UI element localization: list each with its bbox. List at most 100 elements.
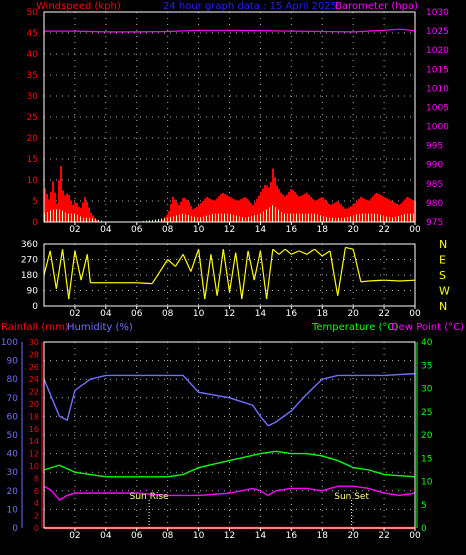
windspeed-bar — [304, 193, 306, 222]
wind-direction-trace — [197, 249, 206, 300]
windspeed-tick-label: 45 — [27, 29, 38, 39]
average-wind-bar — [332, 217, 333, 222]
windspeed-bar — [272, 168, 274, 222]
x-tick-label: 14 — [255, 225, 267, 235]
wind-direction-trace — [216, 249, 224, 296]
average-wind-bar — [287, 213, 288, 222]
windspeed-tick-label: 0 — [32, 218, 38, 228]
windspeed-bar — [274, 177, 276, 222]
average-wind-bar — [176, 215, 177, 222]
temperature-tick-label: 30 — [421, 385, 433, 395]
windspeed-bar — [190, 205, 192, 222]
average-wind-bar — [371, 213, 372, 222]
plot-frame — [43, 11, 416, 223]
sun-marker-label: Sun Rise — [130, 492, 169, 502]
windspeed-bar — [400, 203, 402, 222]
windspeed-bar — [362, 197, 364, 222]
compass-tick-label: E — [439, 254, 446, 267]
wind-barometer-panel: 0510152025303540455097598098599099510001… — [27, 8, 450, 235]
average-wind-bar — [230, 213, 231, 222]
average-wind-bar — [359, 213, 360, 222]
rainfall-tick-label: 6 — [34, 487, 39, 496]
windspeed-bar — [354, 203, 356, 222]
wind-direction-trace — [253, 250, 262, 281]
humidity-tick-label: 100 — [1, 338, 18, 348]
x-tick-label: 06 — [131, 309, 143, 319]
direction-tick-label: 360 — [21, 240, 38, 250]
barometer-tick-label: 980 — [426, 199, 443, 209]
windspeed-bar — [162, 219, 164, 222]
average-wind-bar — [242, 217, 243, 222]
windspeed-bar — [266, 185, 268, 222]
x-tick-label: 20 — [347, 531, 359, 541]
direction-tick-label: 180 — [21, 271, 38, 281]
average-wind-bar — [260, 213, 261, 222]
average-wind-bar — [257, 214, 258, 222]
average-wind-bar — [146, 220, 147, 222]
x-tick-label: 04 — [100, 531, 112, 541]
wind-direction-trace — [399, 279, 416, 282]
windspeed-bar — [348, 207, 350, 222]
barometer-tick-label: 990 — [426, 161, 443, 171]
average-wind-bar — [59, 209, 60, 222]
windspeed-bar — [252, 205, 254, 222]
windspeed-tick-label: 40 — [27, 50, 39, 60]
average-wind-bar — [323, 216, 324, 222]
rainfall-tick-label: 26 — [29, 363, 39, 372]
wind-direction-trace — [337, 247, 347, 296]
windspeed-bar — [72, 204, 74, 222]
wind-direction-trace — [284, 248, 292, 255]
windspeed-tick-label: 30 — [27, 92, 39, 102]
x-tick-label: 06 — [131, 531, 143, 541]
wind-direction-trace — [278, 248, 286, 255]
windspeed-bar — [312, 199, 314, 222]
windspeed-bar — [370, 198, 372, 222]
average-wind-bar — [311, 213, 312, 222]
humidity-tick-label: 60 — [7, 412, 19, 422]
x-tick-label: 00 — [409, 309, 421, 319]
x-tick-label: 16 — [286, 309, 298, 319]
compass-tick-label: N — [439, 300, 447, 313]
average-wind-bar — [83, 217, 84, 222]
rainfall-tick-label: 0 — [34, 524, 39, 533]
average-wind-bar — [101, 220, 102, 222]
windspeed-bar — [332, 203, 334, 222]
barometer-tick-label: 1025 — [426, 27, 449, 37]
average-wind-bar — [353, 215, 354, 222]
windspeed-bar — [54, 192, 56, 222]
temperature-tick-label: 35 — [421, 361, 432, 371]
windspeed-bar — [172, 196, 174, 222]
windspeed-bar — [378, 193, 380, 222]
wind-direction-trace — [159, 259, 169, 272]
x-tick-label: 12 — [224, 531, 235, 541]
average-wind-bar — [290, 213, 291, 222]
wind-direction-trace — [182, 254, 192, 272]
compass-tick-label: W — [439, 285, 450, 298]
windspeed-bar — [194, 208, 196, 222]
windspeed-bar — [410, 198, 412, 222]
compass-tick-label: S — [439, 269, 446, 282]
sun-marker-label: Sun Set — [334, 492, 369, 502]
windspeed-bar — [202, 201, 204, 222]
average-wind-bar — [356, 214, 357, 222]
wind-direction-trace — [80, 254, 88, 281]
average-wind-bar — [182, 213, 183, 222]
average-wind-bar — [197, 217, 198, 222]
windspeed-bar — [236, 200, 238, 222]
rainfall-tick-label: 8 — [34, 474, 39, 483]
wind-direction-trace — [306, 248, 315, 255]
average-wind-bar — [386, 216, 387, 222]
x-tick-label: 18 — [317, 309, 329, 319]
windspeed-bar — [268, 187, 270, 222]
temperature-axis-title: Temperature (°C) — [311, 322, 398, 333]
average-wind-bar — [98, 219, 99, 222]
windspeed-bar — [218, 196, 220, 222]
average-wind-bar — [254, 215, 255, 222]
windspeed-bar — [328, 203, 330, 222]
humidity-tick-label: 50 — [7, 431, 19, 441]
windspeed-bar — [96, 219, 98, 222]
windspeed-bar — [358, 199, 360, 222]
windspeed-bar — [386, 198, 388, 222]
windspeed-bar — [234, 199, 236, 222]
humidity-tick-label: 20 — [7, 487, 19, 497]
